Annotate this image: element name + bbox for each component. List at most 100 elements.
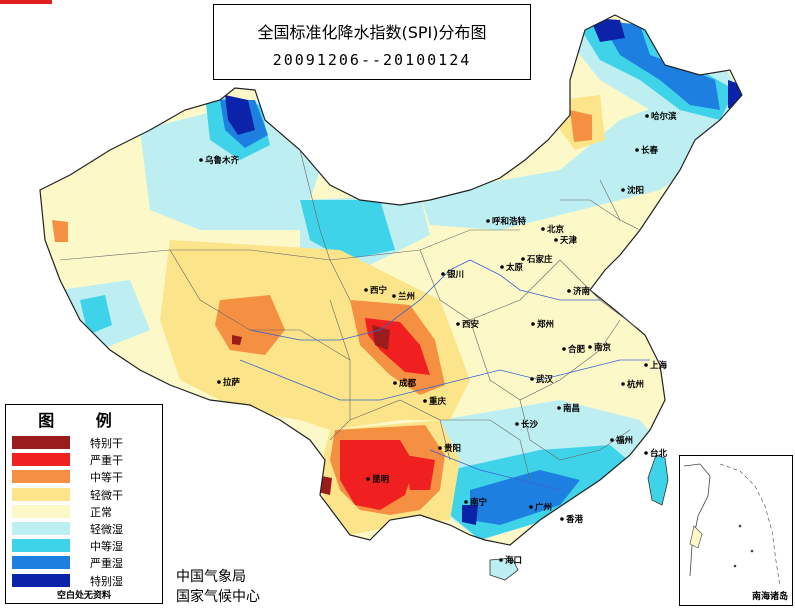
city-label: 太原 [505,262,524,273]
city-label: 南昌 [563,403,580,414]
city-marker: 武汉 [530,374,554,385]
city-dot-icon [588,345,592,349]
city-label: 天津 [560,235,578,246]
city-label: 南京 [594,342,612,353]
city-marker: 福州 [610,435,633,446]
city-dot-icon [217,380,221,384]
city-marker: 郑州 [531,319,554,330]
city-dot-icon [541,227,545,231]
city-dot-icon [644,363,648,367]
city-label: 海口 [505,555,522,566]
city-dot-icon [521,257,525,261]
city-marker: 广州 [529,502,552,513]
city-marker: 南京 [588,342,612,353]
city-label: 重庆 [429,396,447,407]
city-dot-icon [500,265,504,269]
city-label: 成都 [399,378,417,389]
legend-item: 严重干 [12,452,158,467]
city-dot-icon [645,114,649,118]
city-dot-icon [392,294,396,298]
city-marker: 石家庄 [521,254,553,265]
legend-swatch [12,453,70,467]
title-box: 全国标准化降水指数(SPI)分布图 20091206--20100124 [213,4,531,80]
inset-map [683,463,781,587]
city-dot-icon [499,558,503,562]
city-dot-icon [366,477,370,481]
city-dot-icon [515,422,519,426]
south-china-sea-inset: 南海诸岛 [679,455,793,606]
city-label: 哈尔滨 [651,111,677,122]
city-label: 昆明 [372,474,390,485]
city-dot-icon [562,347,566,351]
legend-heading: 图 例 [38,411,130,430]
city-marker: 成都 [393,378,417,389]
city-label: 台北 [650,448,668,459]
city-label: 西安 [462,319,480,330]
city-marker: 贵阳 [438,443,461,454]
city-marker: 哈尔滨 [645,111,677,122]
legend-swatch [12,539,70,553]
city-marker: 沈阳 [621,185,644,196]
city-label: 上海 [650,360,668,371]
country-boundary [39,14,743,546]
legend-label: 中等干 [90,471,123,485]
city-marker: 西宁 [364,285,388,296]
city-dot-icon [531,322,535,326]
city-label: 北京 [547,224,565,235]
legend-swatch [12,573,70,587]
city-label: 济南 [573,286,591,297]
city-dot-icon [486,219,490,223]
city-dot-icon [635,148,639,152]
city-marker: 合肥 [562,344,586,355]
city-dot-icon [554,238,558,242]
city-label: 乌鲁木齐 [205,155,240,166]
city-marker: 天津 [554,235,578,246]
city-label: 贵阳 [444,443,461,454]
city-label: 杭州 [627,379,644,390]
city-marker: 重庆 [423,396,447,407]
city-label: 广州 [535,502,552,513]
legend-swatch [12,470,70,484]
city-dot-icon [530,377,534,381]
city-label: 西宁 [370,285,388,296]
city-marker: 乌鲁木齐 [199,155,240,166]
legend-item: 中等干 [12,469,158,485]
city-label: 长沙 [521,419,539,430]
city-marker: 上海 [644,360,668,371]
city-marker: 太原 [500,262,524,273]
legend-swatch [12,436,70,449]
city-marker: 济南 [567,286,591,297]
city-marker: 长沙 [515,419,539,430]
city-dot-icon [610,438,614,442]
city-label: 郑州 [537,319,554,330]
legend-item: 轻微干 [12,487,158,502]
legend-label: 中等湿 [90,540,123,554]
legend-swatch [12,487,70,501]
city-dot-icon [529,505,533,509]
city-dot-icon [644,451,648,455]
city-label: 沈阳 [627,185,644,196]
city-label: 拉萨 [223,377,241,388]
city-marker: 呼和浩特 [486,216,527,227]
org-cma: 中国气象局 [176,569,246,585]
city-dot-icon [364,288,368,292]
legend-item: 特别湿 [12,573,158,588]
org-ncc: 国家气候中心 [176,589,260,605]
map-title: 全国标准化降水指数(SPI)分布图 [257,23,487,42]
legend-swatch [12,522,70,535]
city-dot-icon [456,322,460,326]
city-label: 呼和浩特 [492,216,527,227]
rivers [239,259,650,491]
city-label: 银川 [446,269,464,280]
city-label: 长春 [641,145,659,156]
top-edge-mark [0,0,52,4]
legend-swatch [12,556,70,570]
city-marker: 台北 [644,448,668,459]
city-dot-icon [621,188,625,192]
legend-label: 严重湿 [90,557,123,571]
city-label: 南宁 [470,497,488,508]
legend-no-data-note: 空白处无资料 [56,591,111,601]
legend-label: 轻微湿 [90,523,123,536]
